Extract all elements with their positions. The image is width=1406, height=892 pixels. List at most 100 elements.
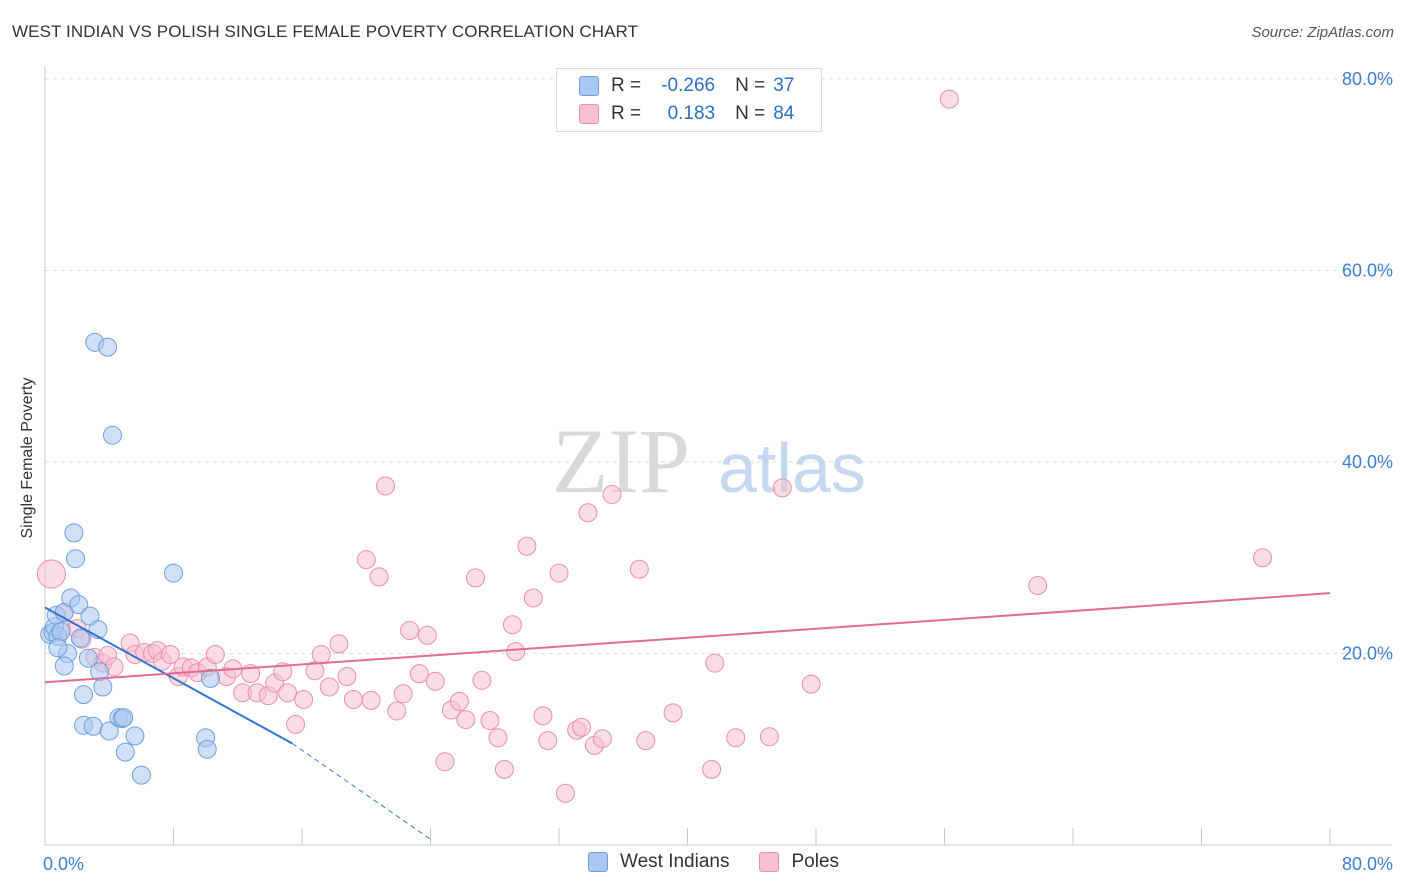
legend-r-label: R = — [611, 75, 642, 96]
west-indians-point — [64, 523, 84, 543]
poles-point — [1253, 548, 1273, 568]
poles-point — [538, 731, 558, 751]
west-indians-point — [99, 721, 119, 741]
legend-n-label: N = — [735, 75, 766, 96]
watermark-atlas: atlas — [718, 429, 866, 507]
legend-swatch-blue — [579, 76, 599, 96]
west-indians-point — [164, 563, 183, 583]
west-indians-point — [131, 765, 151, 785]
poles-point — [387, 701, 407, 721]
poles-point — [1028, 576, 1048, 596]
west-indians-point — [114, 708, 134, 728]
axes — [44, 66, 1392, 846]
west-indians-point — [115, 742, 135, 762]
poles-point — [417, 625, 437, 645]
poles-point — [305, 661, 325, 681]
poles-point — [772, 478, 792, 498]
west-indians-point — [200, 668, 220, 688]
x-tick-label-0: 0.0% — [43, 854, 84, 874]
west-indians-point — [102, 425, 122, 445]
west-indians-trend-extension — [292, 743, 431, 840]
poles-point — [602, 485, 622, 505]
west-indians-point — [78, 648, 98, 668]
poles-point — [449, 691, 469, 711]
legend-n-value: 37 — [773, 75, 795, 96]
grid-lines — [45, 78, 1392, 654]
legend-n-value: 84 — [773, 103, 795, 124]
west-indians-point — [83, 716, 103, 736]
legend-item-west-indians[interactable]: West Indians — [588, 851, 729, 873]
poles-point — [663, 703, 683, 723]
legend-row-west-indians: R = -0.266 N = 37 — [579, 74, 794, 98]
legend-label-poles: Poles — [791, 851, 840, 872]
source-label: Source: ZipAtlas.com — [1251, 24, 1394, 41]
poles-point — [571, 717, 591, 737]
poles-point — [369, 567, 389, 587]
poles-point — [36, 559, 66, 589]
legend-label-west-indians: West Indians — [620, 851, 730, 872]
poles-point — [376, 476, 396, 496]
legend-n-label: N = — [735, 103, 766, 124]
poles-point — [361, 690, 381, 710]
poles-point — [726, 728, 746, 748]
poles-point — [337, 666, 357, 686]
poles-point — [294, 689, 314, 709]
poles-point — [506, 642, 526, 662]
poles-point — [286, 714, 306, 734]
x-tick-label-1: 80.0% — [1342, 854, 1393, 874]
poles-point — [801, 674, 821, 694]
poles-point — [480, 711, 500, 731]
poles-point — [578, 503, 598, 523]
poles-point — [409, 664, 429, 684]
trend-lines — [44, 592, 1331, 840]
poles-point — [205, 644, 225, 664]
west-indians-point — [70, 628, 90, 648]
west-indians-point — [74, 685, 94, 705]
west-indians-point — [66, 549, 86, 569]
poles-point — [488, 728, 508, 748]
poles-point — [629, 559, 649, 579]
stats-legend: R = -0.266 N = 37 R = 0.183 N = 84 — [556, 68, 822, 132]
west-indians-point — [54, 656, 74, 676]
west-indians-points — [40, 332, 220, 785]
poles-point — [425, 671, 445, 691]
poles-point — [549, 563, 569, 583]
legend-r-label: R = — [611, 103, 642, 124]
series-legend: West Indians Poles — [588, 851, 869, 873]
west-indians-trend-line — [44, 606, 293, 745]
y-tick-label-1: 60.0% — [1342, 261, 1393, 281]
poles-point — [329, 634, 349, 654]
legend-row-poles: R = 0.183 N = 84 — [579, 102, 794, 126]
west-indians-point — [197, 739, 217, 759]
y-tick-label-0: 80.0% — [1342, 69, 1393, 89]
poles-point — [502, 615, 522, 635]
poles-point — [702, 759, 722, 779]
west-indians-point — [98, 337, 118, 357]
poles-point — [435, 752, 455, 772]
poles-point — [494, 759, 514, 779]
west-indians-point — [69, 595, 89, 615]
legend-r-value: -0.266 — [661, 75, 716, 96]
poles-point — [356, 550, 376, 570]
chart-title: WEST INDIAN VS POLISH SINGLE FEMALE POVE… — [12, 22, 639, 41]
poles-point — [319, 677, 339, 697]
poles-point — [523, 588, 543, 608]
legend-r-value: 0.183 — [667, 103, 716, 124]
poles-point — [311, 644, 331, 664]
legend-swatch-pink — [579, 104, 599, 124]
poles-trend-line — [44, 592, 1331, 684]
poles-point — [393, 684, 413, 704]
legend-item-poles[interactable]: Poles — [759, 851, 839, 873]
poles-point — [517, 536, 537, 556]
poles-point — [592, 729, 612, 749]
west-indians-point — [51, 621, 71, 641]
y-tick-label-2: 40.0% — [1342, 452, 1393, 472]
poles-point — [472, 670, 492, 690]
poles-point — [400, 621, 420, 641]
poles-point — [636, 731, 656, 751]
legend-swatch-blue — [588, 852, 608, 872]
west-indians-point — [93, 677, 113, 697]
tick-labels: 80.0% 60.0% 40.0% 20.0% 0.0% 80.0% — [43, 69, 1393, 874]
poles-point — [759, 727, 779, 747]
